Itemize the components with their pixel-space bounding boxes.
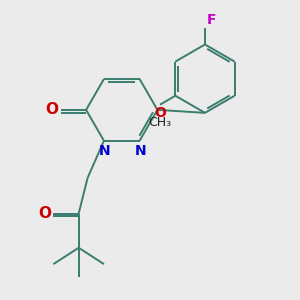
Text: O: O [154,106,166,120]
Text: O: O [46,102,59,117]
Text: F: F [206,13,216,27]
Text: O: O [38,206,51,221]
Text: N: N [134,144,146,158]
Text: CH₃: CH₃ [148,116,172,129]
Text: N: N [99,144,110,158]
